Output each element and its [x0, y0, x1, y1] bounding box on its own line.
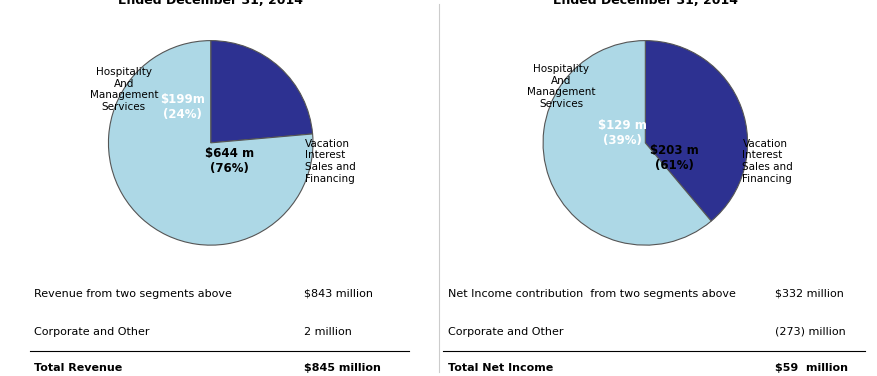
- Text: Hospitality
And
Management
Services: Hospitality And Management Services: [526, 64, 595, 109]
- Text: $203 m
(61%): $203 m (61%): [649, 144, 697, 172]
- Wedge shape: [645, 41, 746, 221]
- Text: $843 million: $843 million: [304, 289, 373, 299]
- Text: Net Income contribution  from two segments above: Net Income contribution from two segment…: [447, 289, 735, 299]
- Text: Corporate and Other: Corporate and Other: [34, 327, 149, 337]
- Text: $59  million: $59 million: [774, 362, 846, 373]
- Text: Total Revenue: Total Revenue: [34, 362, 122, 373]
- Text: Hospitality
And
Management
Services: Hospitality And Management Services: [89, 67, 158, 112]
- Text: Total Net Income: Total Net Income: [447, 362, 553, 373]
- Text: Vacation
Interest
Sales and
Financing: Vacation Interest Sales and Financing: [304, 139, 355, 184]
- Text: $332 million: $332 million: [774, 289, 843, 299]
- Text: $129 m
(39%): $129 m (39%): [598, 119, 646, 147]
- Text: (273) million: (273) million: [774, 327, 845, 337]
- Title: Segment Net Income for the Year
Ended December 31, 2014: Segment Net Income for the Year Ended De…: [528, 0, 761, 7]
- Text: $199m
(24%): $199m (24%): [160, 93, 204, 121]
- Wedge shape: [109, 41, 312, 245]
- Text: 2 million: 2 million: [304, 327, 352, 337]
- Text: Corporate and Other: Corporate and Other: [447, 327, 562, 337]
- Title: Segment Revenue for the Year
Ended December 31, 2014: Segment Revenue for the Year Ended Decem…: [103, 0, 318, 7]
- Text: Vacation
Interest
Sales and
Financing: Vacation Interest Sales and Financing: [742, 139, 792, 184]
- Wedge shape: [210, 41, 312, 143]
- Wedge shape: [543, 41, 710, 245]
- Text: Revenue from two segments above: Revenue from two segments above: [34, 289, 232, 299]
- Text: $644 m
(76%): $644 m (76%): [204, 147, 253, 175]
- Text: $845 million: $845 million: [304, 362, 381, 373]
